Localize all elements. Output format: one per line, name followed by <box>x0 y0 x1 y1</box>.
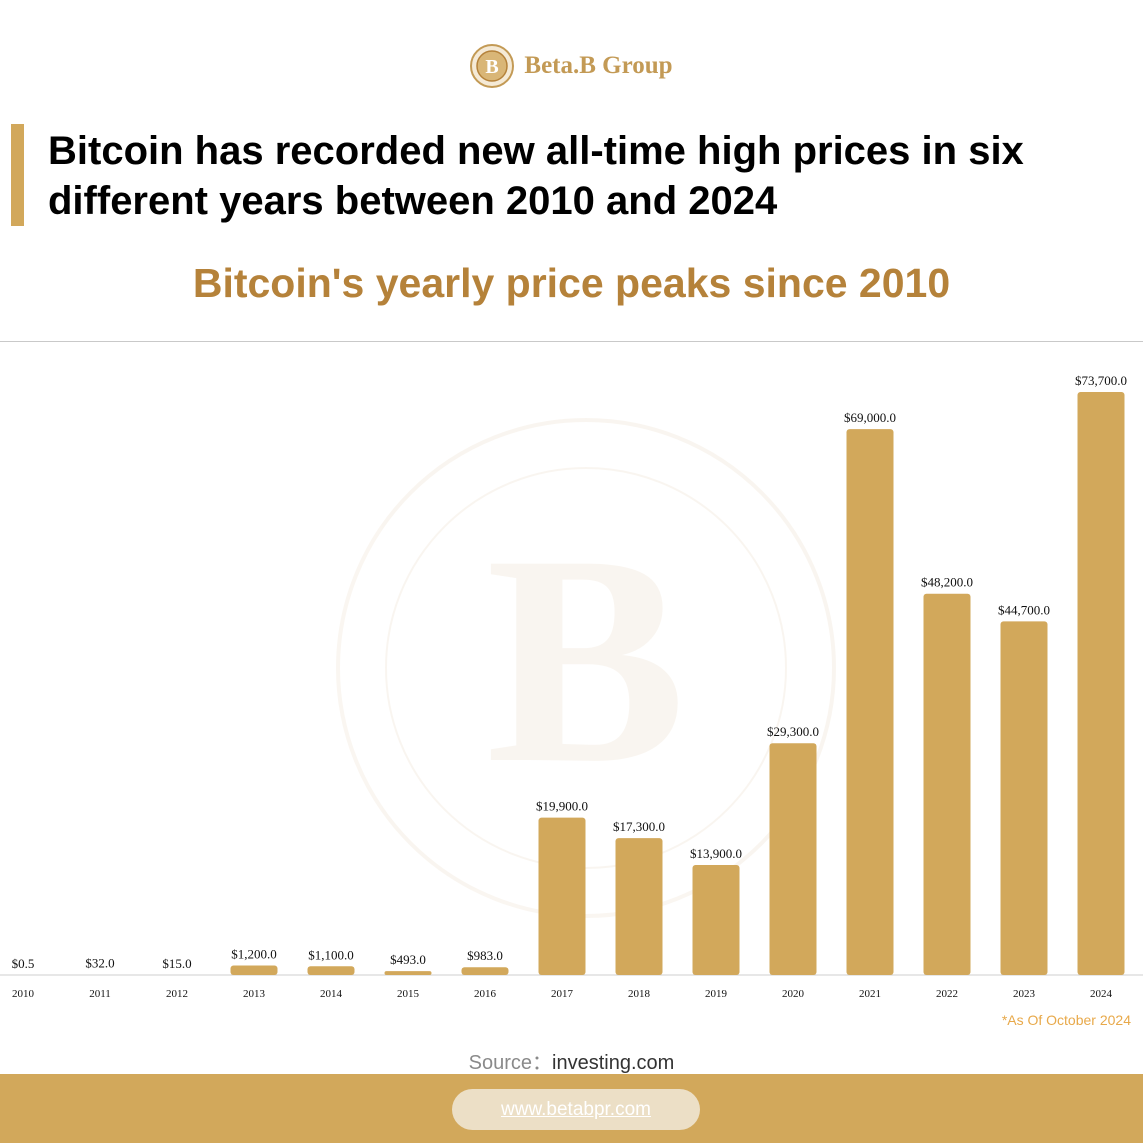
headline: Bitcoin has recorded new all-time high p… <box>48 129 1024 223</box>
data-label-2023: $44,700.0 <box>998 602 1050 617</box>
tick-label-2018: 2018 <box>628 988 651 1000</box>
chart-title: Bitcoin's yearly price peaks since 2010 <box>192 260 951 306</box>
bar-2017 <box>538 817 586 975</box>
data-label-2012: $15.0 <box>162 956 191 971</box>
data-label-2017: $19,900.0 <box>536 799 588 814</box>
data-label-2022: $48,200.0 <box>921 575 973 590</box>
bar-2016 <box>461 967 509 975</box>
data-label-2013: $1,200.0 <box>231 947 277 962</box>
bar-chart: B $0.5 2010 $32.0 2011 $15.0 2012 $1,200.0 2013… <box>0 373 1143 1000</box>
bar-2022 <box>923 593 971 975</box>
source-label: Source： <box>468 1052 553 1074</box>
bar-2023 <box>1000 621 1048 975</box>
data-label-2021: $69,000.0 <box>844 410 896 425</box>
bar-2015 <box>384 971 432 975</box>
footer-bar: www.betabpr.com <box>0 1074 1143 1143</box>
data-label-2015: $493.0 <box>390 952 426 967</box>
tick-label-2017: 2017 <box>551 988 574 1000</box>
tick-label-2012: 2012 <box>166 988 188 1000</box>
as-of-note: *As Of October 2024 <box>1001 1012 1131 1028</box>
brand-header: B Beta.B Group <box>0 44 1143 88</box>
tick-label-2013: 2013 <box>243 988 266 1000</box>
brand-name: Beta.B Group <box>524 52 673 79</box>
data-label-2019: $13,900.0 <box>690 846 742 861</box>
data-label-2018: $17,300.0 <box>613 819 665 834</box>
tick-label-2024: 2024 <box>1090 988 1113 1000</box>
tick-label-2023: 2023 <box>1013 988 1036 1000</box>
bar-2021 <box>846 429 894 976</box>
data-label-2010: $0.5 <box>12 956 35 971</box>
tick-label-2011: 2011 <box>89 988 111 1000</box>
tick-label-2014: 2014 <box>320 988 343 1000</box>
website-link[interactable]: www.betabpr.com <box>452 1089 700 1130</box>
svg-text:B: B <box>486 493 686 825</box>
tick-label-2010: 2010 <box>12 988 35 1000</box>
bar-2024 <box>1077 392 1125 975</box>
website-url[interactable]: www.betabpr.com <box>501 1098 651 1120</box>
tick-label-2015: 2015 <box>397 988 420 1000</box>
bar-2014 <box>307 966 355 975</box>
tick-label-2021: 2021 <box>859 988 881 1000</box>
bar-2019 <box>692 865 740 975</box>
data-label-2014: $1,100.0 <box>308 947 354 962</box>
data-label-2011: $32.0 <box>85 956 114 971</box>
data-label-2020: $29,300.0 <box>767 724 819 739</box>
headline-accent-bar <box>11 124 24 226</box>
bar-2018 <box>615 838 663 975</box>
bar-2013 <box>230 965 278 975</box>
tick-label-2019: 2019 <box>705 988 728 1000</box>
source-value: investing.com <box>552 1052 675 1074</box>
svg-text:B: B <box>486 56 499 78</box>
data-label-2016: $983.0 <box>467 948 503 963</box>
tick-label-2016: 2016 <box>474 988 497 1000</box>
divider <box>0 341 1143 342</box>
tick-label-2022: 2022 <box>936 988 958 1000</box>
source-line: Source：investing.com <box>0 1046 1143 1075</box>
bitcoin-logo-icon: B <box>470 44 515 88</box>
tick-label-2020: 2020 <box>782 988 805 1000</box>
data-label-2024: $73,700.0 <box>1075 373 1127 388</box>
watermark: B <box>336 418 836 918</box>
bar-2020 <box>769 743 817 975</box>
